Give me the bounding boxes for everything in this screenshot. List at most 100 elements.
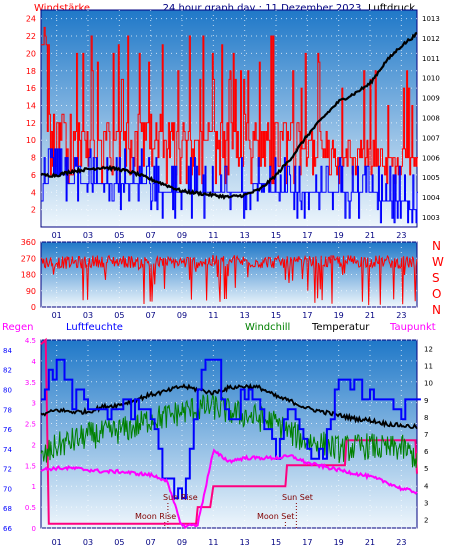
rain-y-tick: 3.5: [25, 379, 36, 387]
chart-title: 24 hour graph day : 11 Dezember 2023: [163, 3, 362, 14]
wind-y-tick: 18: [26, 67, 36, 76]
humidity-y-tick: 80: [3, 386, 12, 394]
wind-x-tick: 05: [114, 231, 124, 240]
direction-y-ticks: 0 90 180 270 360: [21, 238, 36, 312]
dir-label-n-bottom: N: [432, 303, 441, 317]
direction-x-ticks: 01 03 05 07 09 11 13 15 17 19 21 23: [52, 311, 407, 320]
wind-y-tick: 8: [31, 154, 36, 163]
wind-y-tick: 4: [31, 188, 36, 197]
pressure-y-tick: 1012: [422, 35, 440, 43]
direction-x-tick: 07: [146, 311, 156, 320]
wind-x-tick: 15: [271, 231, 281, 240]
humidity-line: [41, 358, 421, 500]
humidity-y-ticks: 66 68 70 72 74 76 78 80 82 84: [3, 347, 12, 533]
pressure-series: [40, 31, 418, 201]
pressure-y-tick: 1005: [422, 174, 440, 182]
direction-x-tick: 11: [208, 311, 218, 320]
dir-label-w: W: [432, 255, 444, 269]
pressure-y-tick: 1009: [422, 95, 440, 103]
humidity-y-tick: 82: [3, 367, 12, 375]
wind-y-tick: 2: [31, 206, 36, 215]
wind-y-tick: 6: [31, 171, 36, 180]
humidity-y-tick: 68: [3, 505, 12, 513]
dewpoint-line: [40, 448, 418, 530]
wind-x-tick: 01: [52, 231, 62, 240]
wind-y-tick: 10: [26, 136, 36, 145]
temp-x-ticks: 01 03 05 07 09 11 13 15 17 19 21 23: [52, 538, 407, 547]
rain-y-tick: 4: [32, 358, 37, 366]
pressure-y-tick: 1010: [422, 75, 440, 83]
temp-x-tick: 17: [302, 538, 312, 547]
wind-x-tick: 07: [146, 231, 156, 240]
direction-y-tick: 270: [21, 254, 36, 263]
humidity-y-tick: 76: [3, 426, 12, 434]
pressure-axis-title: Luftdruck: [368, 3, 415, 14]
humidity-y-tick: 74: [3, 446, 12, 454]
sun-rise-label: Sun Rise: [163, 493, 198, 502]
temp-x-tick: 23: [396, 538, 406, 547]
pressure-y-tick: 1011: [422, 55, 440, 63]
direction-x-tick: 21: [365, 311, 375, 320]
temp-y-tick: 12: [424, 346, 433, 354]
legend-windchill: Windchill: [245, 322, 290, 333]
humidity-y-tick: 84: [3, 347, 12, 355]
rain-y-ticks: 0 0.5 1 1.5 2 2.5 3 3.5 4 4.5: [25, 337, 37, 533]
legend-humidity: Luftfeuchte: [66, 322, 123, 333]
direction-grid: [41, 241, 417, 308]
temp-x-tick: 15: [271, 538, 281, 547]
temp-x-tick: 09: [177, 538, 187, 547]
wind-gust-line: [41, 148, 418, 224]
wind-y-tick: 24: [26, 15, 36, 24]
direction-y-tick: 90: [26, 287, 36, 296]
direction-x-tick: 05: [114, 311, 124, 320]
rain-y-tick: 3: [32, 400, 36, 408]
rain-y-tick: 0: [32, 525, 36, 533]
pressure-y-tick: 1004: [422, 194, 440, 202]
direction-x-tick: 19: [334, 311, 344, 320]
direction-y-tick: 180: [21, 271, 36, 280]
dewpoint-series: [40, 448, 418, 530]
rain-y-tick: 2.5: [25, 421, 36, 429]
rain-y-tick: 0.5: [25, 504, 36, 512]
humidity-y-tick: 66: [3, 525, 12, 533]
temp-x-tick: 03: [83, 538, 93, 547]
pressure-y-tick: 1003: [422, 214, 440, 222]
direction-x-tick: 13: [240, 311, 250, 320]
temp-y-tick: 5: [424, 465, 428, 473]
direction-x-tick: 23: [396, 311, 406, 320]
direction-x-tick: 03: [83, 311, 93, 320]
wind-gust-series: [41, 148, 418, 224]
wind-speed-series: [41, 26, 418, 185]
direction-x-tick: 09: [177, 311, 187, 320]
rain-y-tick: 2: [32, 441, 36, 449]
temp-y-ticks: 2 3 4 5 6 7 8 9 10 11 12: [424, 346, 433, 525]
dir-label-s: S: [432, 271, 440, 285]
temp-y-tick: 3: [424, 499, 428, 507]
pressure-line: [40, 31, 418, 201]
wind-speed-line: [41, 26, 418, 185]
direction-plot-area: [40, 241, 418, 308]
pressure-y-ticks: 1003 1004 1005 1006 1007 1008 1009 1010 1011 1012…: [422, 15, 440, 222]
temp-y-tick: 9: [424, 397, 428, 405]
temp-x-tick: 11: [208, 538, 218, 547]
wind-y-tick: 20: [26, 49, 36, 58]
dir-label-o: O: [432, 287, 441, 301]
windchill-series: [40, 393, 418, 468]
wind-x-tick: 17: [302, 231, 312, 240]
temperature-line: [40, 382, 418, 430]
direction-y-tick: 360: [21, 238, 36, 247]
direction-x-tick: 17: [302, 311, 312, 320]
temp-y-tick: 11: [424, 363, 433, 371]
temp-x-tick: 13: [240, 538, 250, 547]
wind-axis-title: Windstärke: [34, 3, 90, 14]
temp-x-tick: 19: [334, 538, 344, 547]
dir-label-n-top: N: [432, 239, 441, 253]
temp-y-tick: 8: [424, 414, 428, 422]
humidity-y-tick: 78: [3, 406, 12, 414]
humidity-y-tick: 70: [3, 485, 12, 493]
temp-plot-area: [40, 339, 418, 529]
